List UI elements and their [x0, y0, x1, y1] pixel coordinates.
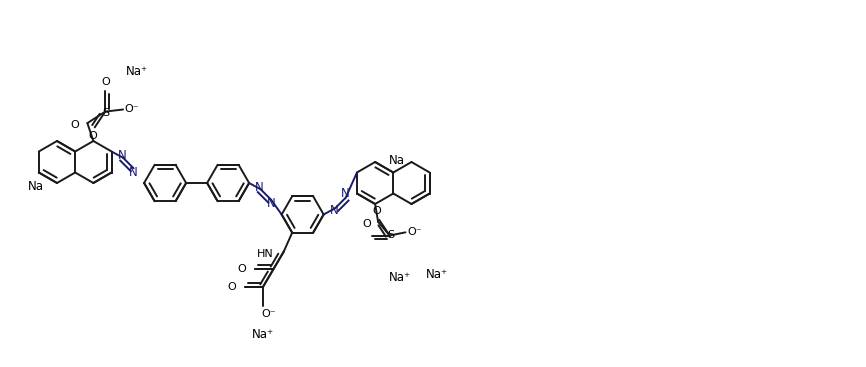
Text: O: O	[362, 219, 372, 229]
Text: N: N	[118, 149, 126, 162]
Text: HN: HN	[257, 248, 274, 259]
Text: O⁻: O⁻	[262, 309, 276, 319]
Text: O⁻: O⁻	[407, 227, 422, 237]
Text: N: N	[255, 181, 264, 194]
Text: O: O	[102, 77, 111, 87]
Text: Na: Na	[389, 153, 405, 167]
Text: O: O	[71, 120, 80, 130]
Text: S: S	[103, 108, 110, 117]
Text: Na⁺: Na⁺	[389, 271, 411, 284]
Text: O: O	[227, 282, 236, 292]
Text: O⁻: O⁻	[125, 105, 139, 115]
Text: S: S	[387, 230, 394, 240]
Text: Na⁺: Na⁺	[426, 268, 448, 281]
Text: N: N	[129, 166, 138, 179]
Text: O: O	[237, 265, 247, 275]
Text: N: N	[330, 204, 339, 217]
Text: Na⁺: Na⁺	[252, 328, 274, 341]
Text: O: O	[88, 131, 97, 141]
Text: N: N	[267, 197, 275, 210]
Text: Na⁺: Na⁺	[126, 65, 148, 78]
Text: N: N	[341, 187, 350, 200]
Text: O: O	[372, 206, 382, 216]
Text: Na: Na	[28, 180, 44, 193]
